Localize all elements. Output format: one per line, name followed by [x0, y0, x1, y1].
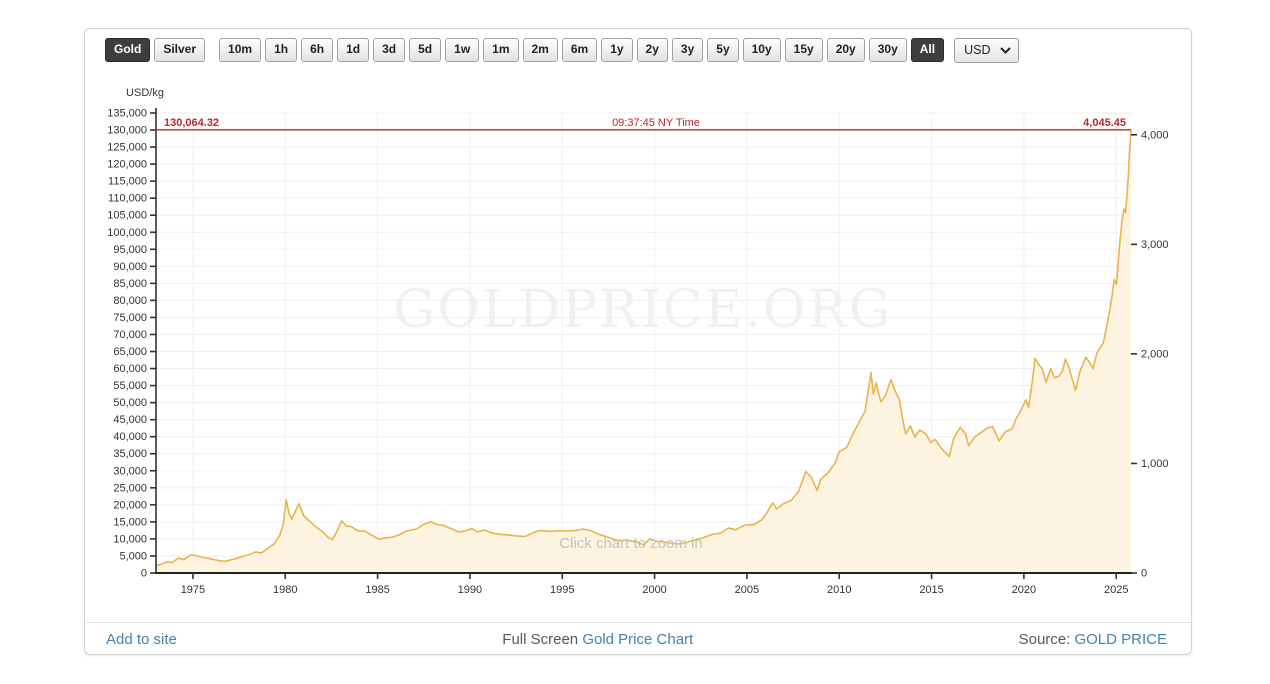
chart-footer: Add to site Full Screen Gold Price Chart… [85, 622, 1191, 656]
x-axis-tick-label: 2000 [642, 584, 666, 596]
price-chart[interactable]: GOLDPRICE.ORG Click chart to zoom in USD/k… [85, 72, 1193, 622]
toolbar-button-1h[interactable]: 1h [265, 38, 298, 62]
x-axis-tick-label: 2005 [735, 584, 759, 596]
chevron-down-icon [999, 46, 1011, 54]
source-label: Source: [1018, 631, 1075, 648]
toolbar-button-10m[interactable]: 10m [219, 38, 262, 62]
toolbar-button-3d[interactable]: 3d [373, 38, 406, 62]
y-axis-tick-label: 80,000 [113, 295, 147, 307]
y-axis-tick-label: 90,000 [113, 261, 147, 273]
gold-price-line [155, 129, 1132, 567]
y-axis-tick-label: 120,000 [107, 159, 147, 171]
x-axis-tick-label: 1980 [273, 584, 297, 596]
right-axis-tick-label: 1,000 [1141, 458, 1169, 470]
gold-price-source-link[interactable]: GOLD PRICE [1074, 631, 1167, 648]
y-axis-tick-label: 15,000 [113, 516, 147, 528]
toolbar-button-10y[interactable]: 10y [742, 38, 781, 62]
toolbar-button-gold[interactable]: Gold [105, 38, 151, 62]
y-axis-tick-label: 110,000 [108, 193, 147, 205]
current-price-kg-label: 130,064.32 [164, 117, 219, 129]
toolbar-button-3y[interactable]: 3y [671, 38, 704, 62]
y-axis-tick-label: 125,000 [107, 142, 147, 154]
x-axis-tick-label: 2015 [919, 584, 943, 596]
y-axis-tick-label: 35,000 [113, 448, 147, 460]
zoom-hint-text: Click chart to zoom in [559, 535, 702, 552]
range-button-group: 10m 1h 6h 1d 3d 5d 1w 1m 2m 6m 1y 2y 3y 5y 10y 15y 20y 30… [219, 38, 948, 62]
y-axis-tick-label: 45,000 [113, 414, 147, 426]
toolbar-button-1w[interactable]: 1w [445, 38, 480, 62]
y-axis-tick-label: 135,000 [107, 108, 147, 120]
y-axis-tick-label: 65,000 [113, 346, 147, 358]
toolbar-button-6h[interactable]: 6h [301, 38, 334, 62]
toolbar-button-5d[interactable]: 5d [409, 38, 442, 62]
toolbar-button-15y[interactable]: 15y [784, 38, 823, 62]
y-axis-tick-label: 0 [141, 568, 147, 580]
toolbar-button-5y[interactable]: 5y [707, 38, 739, 62]
currency-select[interactable]: USD [954, 38, 1019, 63]
toolbar-button-2y[interactable]: 2y [636, 38, 668, 62]
toolbar-button-1m[interactable]: 1m [483, 38, 519, 62]
y-axis-tick-label: 30,000 [113, 465, 147, 477]
footer-center: Full Screen Gold Price Chart [502, 631, 693, 648]
x-axis-tick-label: 1995 [550, 584, 574, 596]
y-axis-tick-label: 70,000 [113, 329, 147, 341]
x-axis-tick-label: 2020 [1012, 584, 1036, 596]
toolbar-button-20y[interactable]: 20y [826, 38, 865, 62]
toolbar-button-6m[interactable]: 6m [561, 38, 598, 62]
y-axis-tick-label: 40,000 [113, 431, 147, 443]
y-axis-tick-label: 5,000 [119, 550, 147, 562]
toolbar-button-1y[interactable]: 1y [601, 38, 633, 62]
metal-button-group: Gold Silver [105, 38, 209, 62]
y-axis-tick-label: 100,000 [107, 227, 147, 239]
current-price-oz-label: 4,045.45 [1083, 117, 1126, 129]
toolbar-button-1d[interactable]: 1d [337, 38, 370, 62]
y-axis-tick-label: 85,000 [113, 278, 147, 290]
y-axis-tick-label: 75,000 [113, 312, 147, 324]
chart-toolbar: Gold Silver 10m 1h 6h 1d 3d 5d 1w 1m 2m 6m 1y 2y 3y 5y… [85, 29, 1191, 72]
x-axis-tick-label: 1990 [458, 584, 482, 596]
x-axis-tick-label: 1985 [365, 584, 389, 596]
y-axis-tick-label: 130,000 [107, 125, 147, 137]
right-axis-tick-label: 0 [1141, 568, 1147, 580]
y-axis-tick-label: 25,000 [113, 482, 147, 494]
ny-time-label: 09:37:45 NY Time [612, 117, 700, 129]
chart-area: GOLDPRICE.ORG Click chart to zoom in USD/k… [85, 72, 1191, 622]
x-axis-tick-label: 2010 [827, 584, 851, 596]
toolbar-button-silver[interactable]: Silver [154, 38, 206, 62]
x-axis-tick-label: 2025 [1104, 584, 1128, 596]
gold-price-area [156, 129, 1131, 574]
gold-price-chart-link[interactable]: Gold Price Chart [582, 631, 694, 648]
add-to-site-link[interactable]: Add to site [106, 631, 177, 648]
right-axis-tick-label: 4,000 [1141, 129, 1169, 141]
watermark-text: GOLDPRICE.ORG [394, 280, 893, 340]
full-screen-label: Full Screen [502, 631, 583, 648]
y-axis-tick-label: 10,000 [113, 533, 147, 545]
y-axis-tick-label: 115,000 [108, 176, 147, 188]
right-axis-tick-label: 3,000 [1141, 239, 1169, 251]
y-axis-tick-label: 105,000 [107, 210, 147, 222]
gold-price-chart-card: Gold Silver 10m 1h 6h 1d 3d 5d 1w 1m 2m 6m 1y 2y 3y 5y… [84, 28, 1192, 655]
y-axis-tick-label: 95,000 [113, 244, 147, 256]
y-axis-tick-label: 60,000 [113, 363, 147, 375]
x-axis-tick-label: 1975 [181, 584, 205, 596]
y-axis-tick-label: 50,000 [113, 397, 147, 409]
toolbar-button-30y[interactable]: 30y [868, 38, 907, 62]
currency-select-value: USD [964, 43, 991, 57]
toolbar-button-all[interactable]: All [910, 38, 945, 62]
y-axis-tick-label: 55,000 [113, 380, 147, 392]
right-axis-tick-label: 2,000 [1141, 348, 1169, 360]
footer-source: Source: GOLD PRICE [1019, 631, 1167, 648]
y-axis-unit-label: USD/kg [126, 87, 164, 99]
y-axis-tick-label: 20,000 [113, 499, 147, 511]
toolbar-button-2m[interactable]: 2m [522, 38, 558, 62]
